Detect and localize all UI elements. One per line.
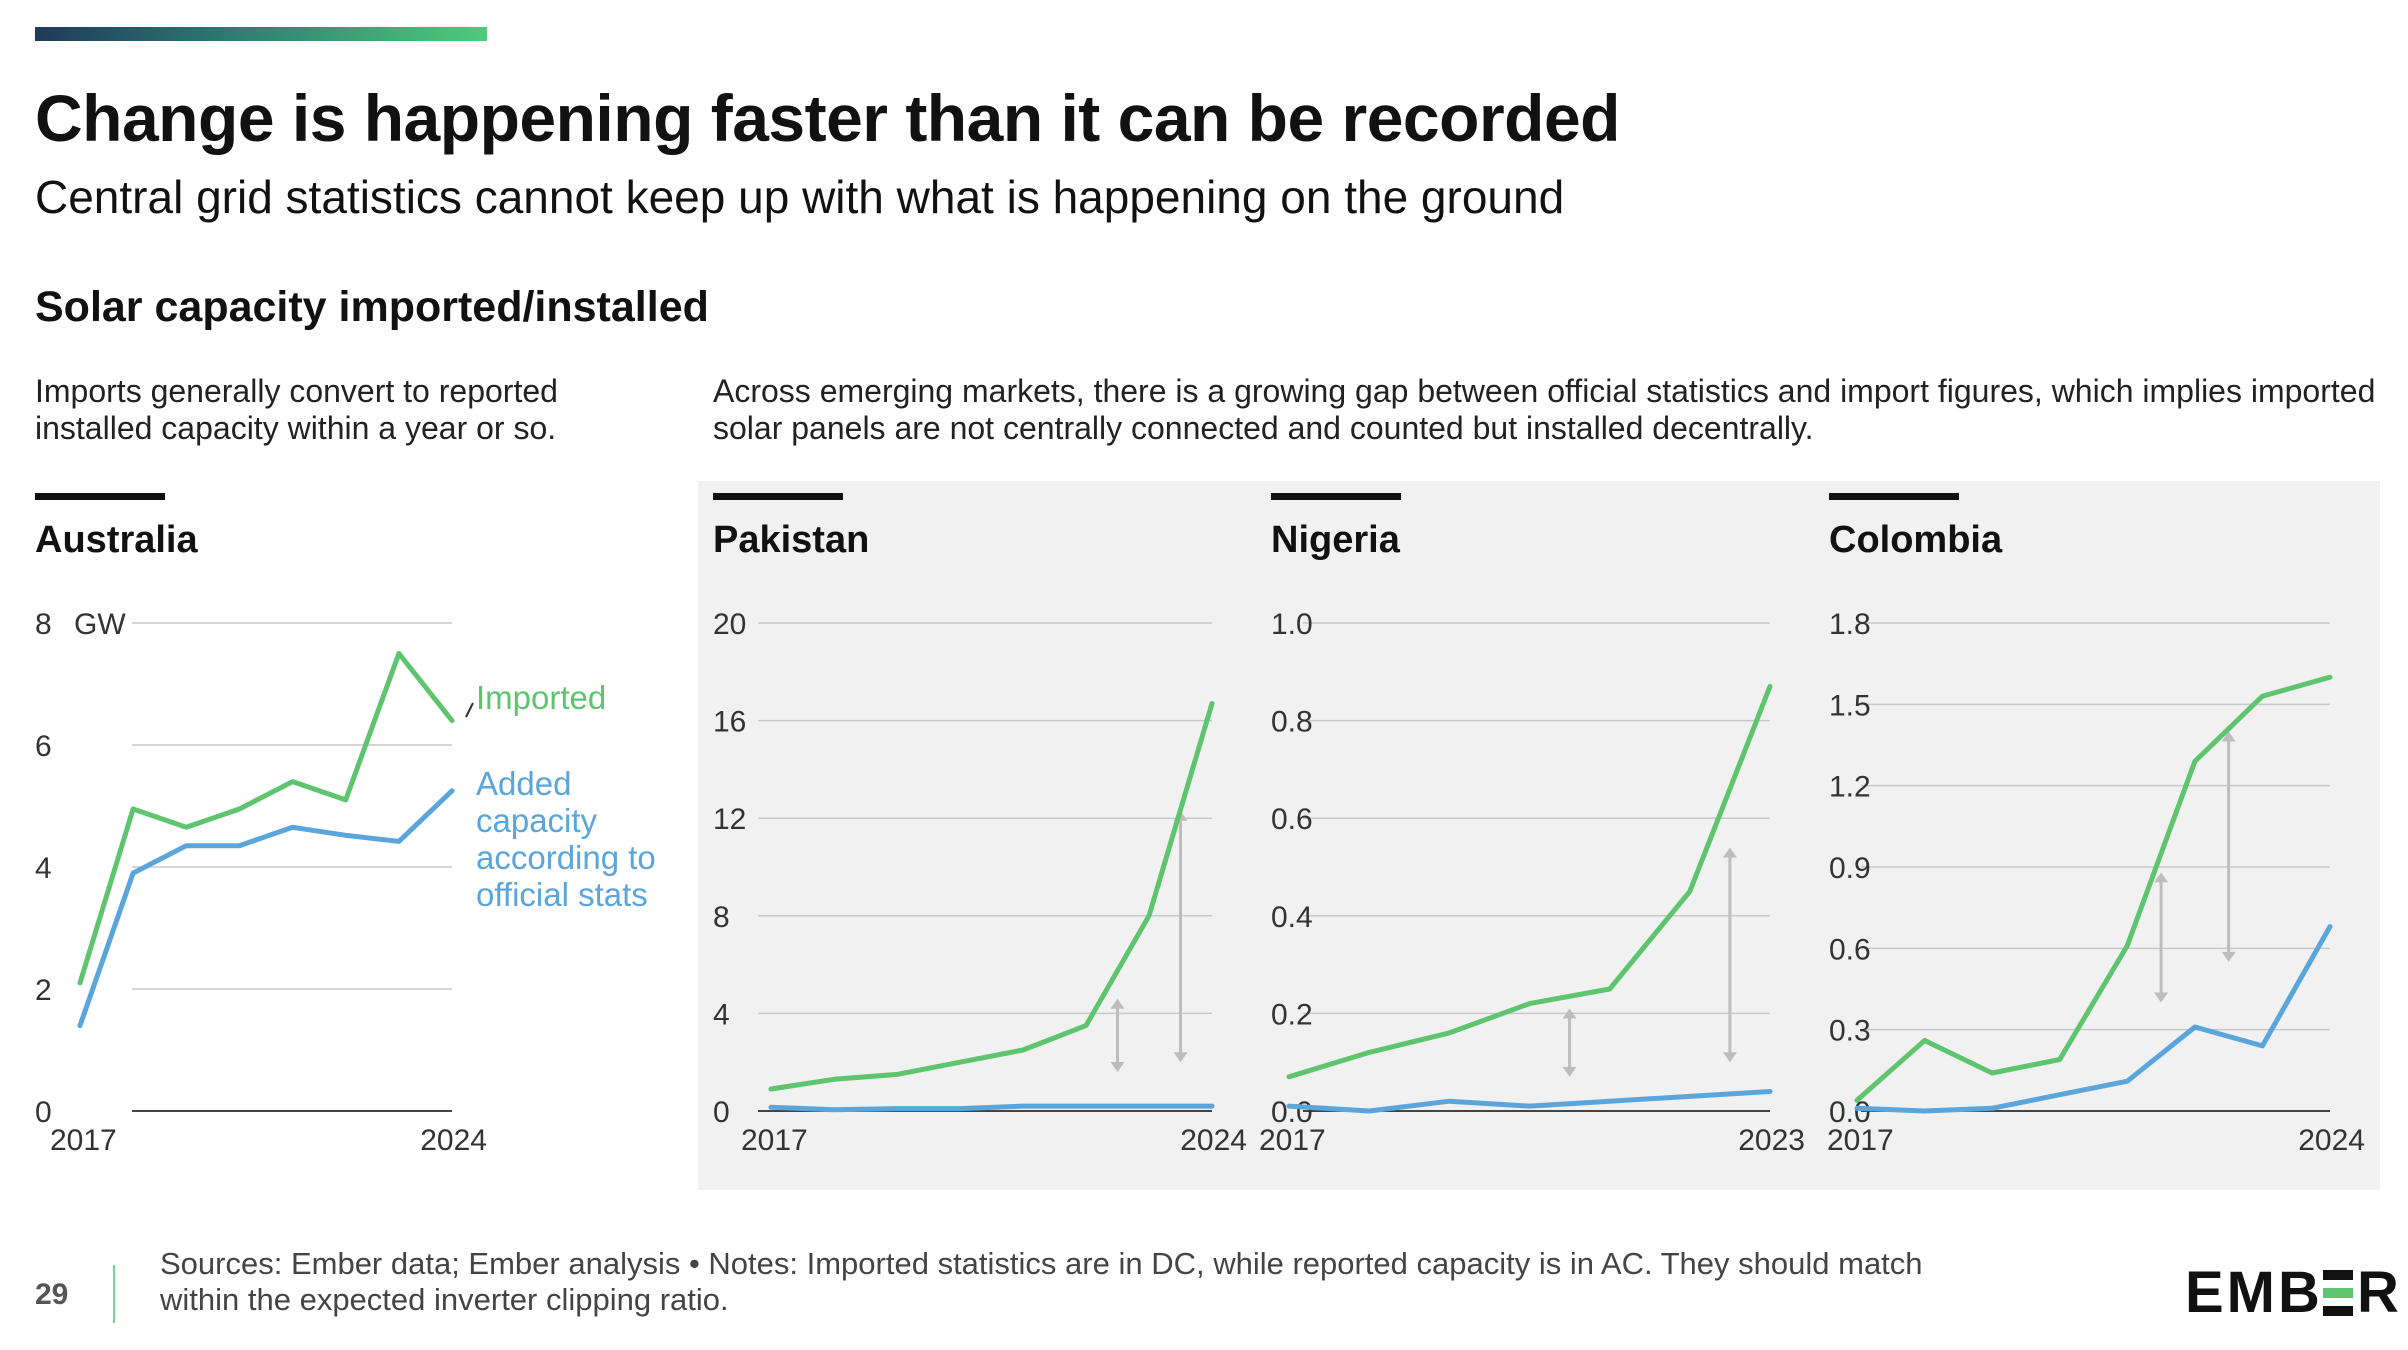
australia-chart-title: Australia: [35, 519, 198, 561]
imported-series-label: Imported: [476, 679, 606, 716]
page-subtitle: Central grid statistics cannot keep up w…: [35, 171, 1565, 223]
pakistan-header-bar: [713, 493, 843, 500]
colombia-gap-arrow-head: [2221, 731, 2236, 742]
nigeria-gap-arrow-head: [1722, 847, 1737, 858]
nigeria-y-tick-label: 1.0: [1271, 608, 1313, 641]
pakistan-y-tick-label: 8: [713, 901, 730, 934]
colombia-series-official-line: [1854, 924, 2333, 1114]
nigeria-y-tick-label: 0.8: [1271, 706, 1313, 739]
ember-logo: EMB R: [2185, 1262, 2399, 1322]
emerging-markets-description: Across emerging markets, there is a grow…: [713, 373, 2376, 446]
colombia-y-tick-label: 0.3: [1829, 1015, 1871, 1048]
colombia-series-imported-line: [1854, 674, 2333, 1103]
nigeria-y-tick-label: 0.6: [1271, 803, 1313, 836]
nigeria-y-tick-label: 0.2: [1271, 998, 1313, 1031]
pakistan-y-tick-label: 12: [713, 803, 746, 836]
nigeria-series-official-line: [1286, 1089, 1773, 1114]
nigeria-x-tick-label: 2017: [1259, 1124, 1326, 1157]
footer-divider: [113, 1265, 115, 1323]
pakistan-x-tick-label: 2024: [1180, 1124, 1247, 1157]
pakistan-gap-arrow-head: [1173, 1052, 1188, 1063]
nigeria-y-tick-label: 0.0: [1271, 1096, 1313, 1129]
australia-y-tick-label: 0: [35, 1096, 52, 1129]
australia-y-tick-label: 8: [35, 608, 52, 641]
nigeria-x-tick-label: 2023: [1738, 1124, 1805, 1157]
pakistan-x-tick-label: 2017: [741, 1124, 808, 1157]
pakistan-y-tick-label: 20: [713, 608, 746, 641]
colombia-chart-title: Colombia: [1829, 519, 2003, 561]
australia-y-tick-label: 6: [35, 730, 52, 763]
colombia-y-tick-label: 1.2: [1829, 771, 1871, 804]
australia-y-tick-label: 4: [35, 852, 52, 885]
australia-series-official-line: [77, 788, 455, 1029]
official-series-label: according to: [476, 839, 656, 876]
svg-text:EMB: EMB: [2185, 1262, 2323, 1322]
nigeria-chart-title: Nigeria: [1271, 519, 1401, 561]
australia-description: Imports generally convert to reported in…: [35, 373, 558, 446]
pakistan-y-tick-label: 4: [713, 998, 730, 1031]
section-title: Solar capacity imported/installed: [35, 283, 709, 331]
pakistan-chart-title: Pakistan: [713, 519, 869, 561]
pakistan-series-imported-line: [768, 701, 1215, 1092]
australia-x-tick-label: 2017: [50, 1124, 117, 1157]
nigeria-gap-arrow-head: [1562, 1066, 1577, 1077]
imported-leader-line: [465, 702, 474, 718]
nigeria-gap-arrow-head: [1562, 1008, 1577, 1019]
colombia-x-tick-label: 2024: [2298, 1124, 2365, 1157]
colombia-gap-arrow-head: [2154, 992, 2169, 1003]
colombia-gap-arrow-head: [2154, 872, 2169, 883]
colombia-y-tick-label: 0.0: [1829, 1096, 1871, 1129]
pakistan-y-tick-label: 16: [713, 706, 746, 739]
pakistan-gap-arrow-head: [1110, 998, 1125, 1009]
footer-sources: Sources: Ember data; Ember analysis • No…: [160, 1246, 1923, 1317]
page-number: 29: [35, 1278, 69, 1311]
australia-y-tick-label: 2: [35, 974, 52, 1007]
emerging-markets-panel: [698, 481, 2380, 1190]
nigeria-header-bar: [1271, 493, 1401, 500]
colombia-y-tick-label: 0.6: [1829, 933, 1871, 966]
pakistan-series-official-line: [768, 1103, 1215, 1113]
official-series-label: Added: [476, 765, 571, 802]
australia-unit-label: GW: [74, 608, 126, 641]
official-series-label: capacity: [476, 802, 598, 839]
australia-series-imported-line: [77, 651, 455, 986]
pakistan-gap-arrow-head: [1110, 1061, 1125, 1072]
svg-text:R: R: [2357, 1262, 2399, 1322]
colombia-x-tick-label: 2017: [1827, 1124, 1894, 1157]
colombia-y-tick-label: 0.9: [1829, 852, 1871, 885]
nigeria-series-imported-line: [1286, 683, 1773, 1080]
nigeria-gap-arrow-head: [1722, 1052, 1737, 1063]
top-accent-bar: [35, 27, 487, 41]
colombia-header-bar: [1829, 493, 1959, 500]
colombia-y-tick-label: 1.8: [1829, 608, 1871, 641]
official-series-label: official stats: [476, 876, 648, 913]
page-title: Change is happening faster than it can b…: [35, 81, 1620, 155]
colombia-y-tick-label: 1.5: [1829, 689, 1871, 722]
nigeria-y-tick-label: 0.4: [1271, 901, 1313, 934]
australia-x-tick-label: 2024: [420, 1124, 487, 1157]
pakistan-y-tick-label: 0: [713, 1096, 730, 1129]
australia-header-bar: [35, 493, 165, 500]
colombia-gap-arrow-head: [2221, 951, 2236, 962]
